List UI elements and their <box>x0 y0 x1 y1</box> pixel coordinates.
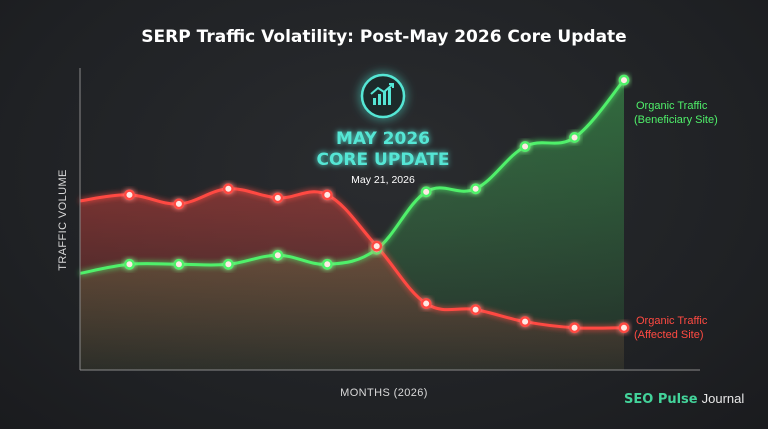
affected-point <box>618 322 630 334</box>
beneficiary-point <box>470 183 482 195</box>
y-axis-label: TRAFFIC VOLUME <box>57 169 69 271</box>
affected-point <box>569 322 580 334</box>
beneficiary-point <box>420 186 432 198</box>
core-update-title-line1: MAY 2026 <box>336 129 430 149</box>
affected-point <box>272 192 284 204</box>
affected-point <box>470 304 482 315</box>
core-update-marker: MAY 2026 CORE UPDATE May 21, 2026 <box>317 73 450 370</box>
affected-point <box>173 198 185 210</box>
chart-title: SERP Traffic Volatility: Post-May 2026 C… <box>141 27 626 47</box>
affected-point <box>124 189 135 201</box>
beneficiary-label-line1: Organic Traffic <box>636 100 708 112</box>
beneficiary-point <box>272 249 284 261</box>
brand-part2: Journal <box>702 391 745 406</box>
affected-point <box>519 316 531 328</box>
beneficiary-point <box>321 258 333 270</box>
affected-point <box>371 240 383 252</box>
area-fills <box>80 80 624 370</box>
affected-area <box>80 188 624 370</box>
beneficiary-point <box>222 258 234 270</box>
core-update-date: May 21, 2026 <box>351 174 415 186</box>
affected-point <box>321 189 333 201</box>
brand-logo: SEO Pulse Journal <box>624 391 744 407</box>
beneficiary-point <box>124 258 135 270</box>
affected-label-line2: (Affected Site) <box>634 329 704 341</box>
beneficiary-point <box>618 74 630 86</box>
beneficiary-point <box>173 258 185 270</box>
legend-beneficiary: Organic Traffic (Beneficiary Site) <box>634 100 718 126</box>
series-markers <box>124 74 630 334</box>
beneficiary-label-line2: (Beneficiary Site) <box>634 114 718 126</box>
trending-up-chart-icon <box>360 73 406 119</box>
brand-part1: SEO Pulse <box>624 392 698 407</box>
x-axis-label: MONTHS (2026) <box>340 387 428 399</box>
affected-point <box>420 298 432 309</box>
affected-label-line1: Organic Traffic <box>636 315 708 327</box>
core-update-title-line2: CORE UPDATE <box>317 150 450 170</box>
affected-point <box>222 183 234 195</box>
legend-affected: Organic Traffic (Affected Site) <box>634 315 708 341</box>
beneficiary-point <box>569 132 580 143</box>
beneficiary-point <box>519 141 531 152</box>
